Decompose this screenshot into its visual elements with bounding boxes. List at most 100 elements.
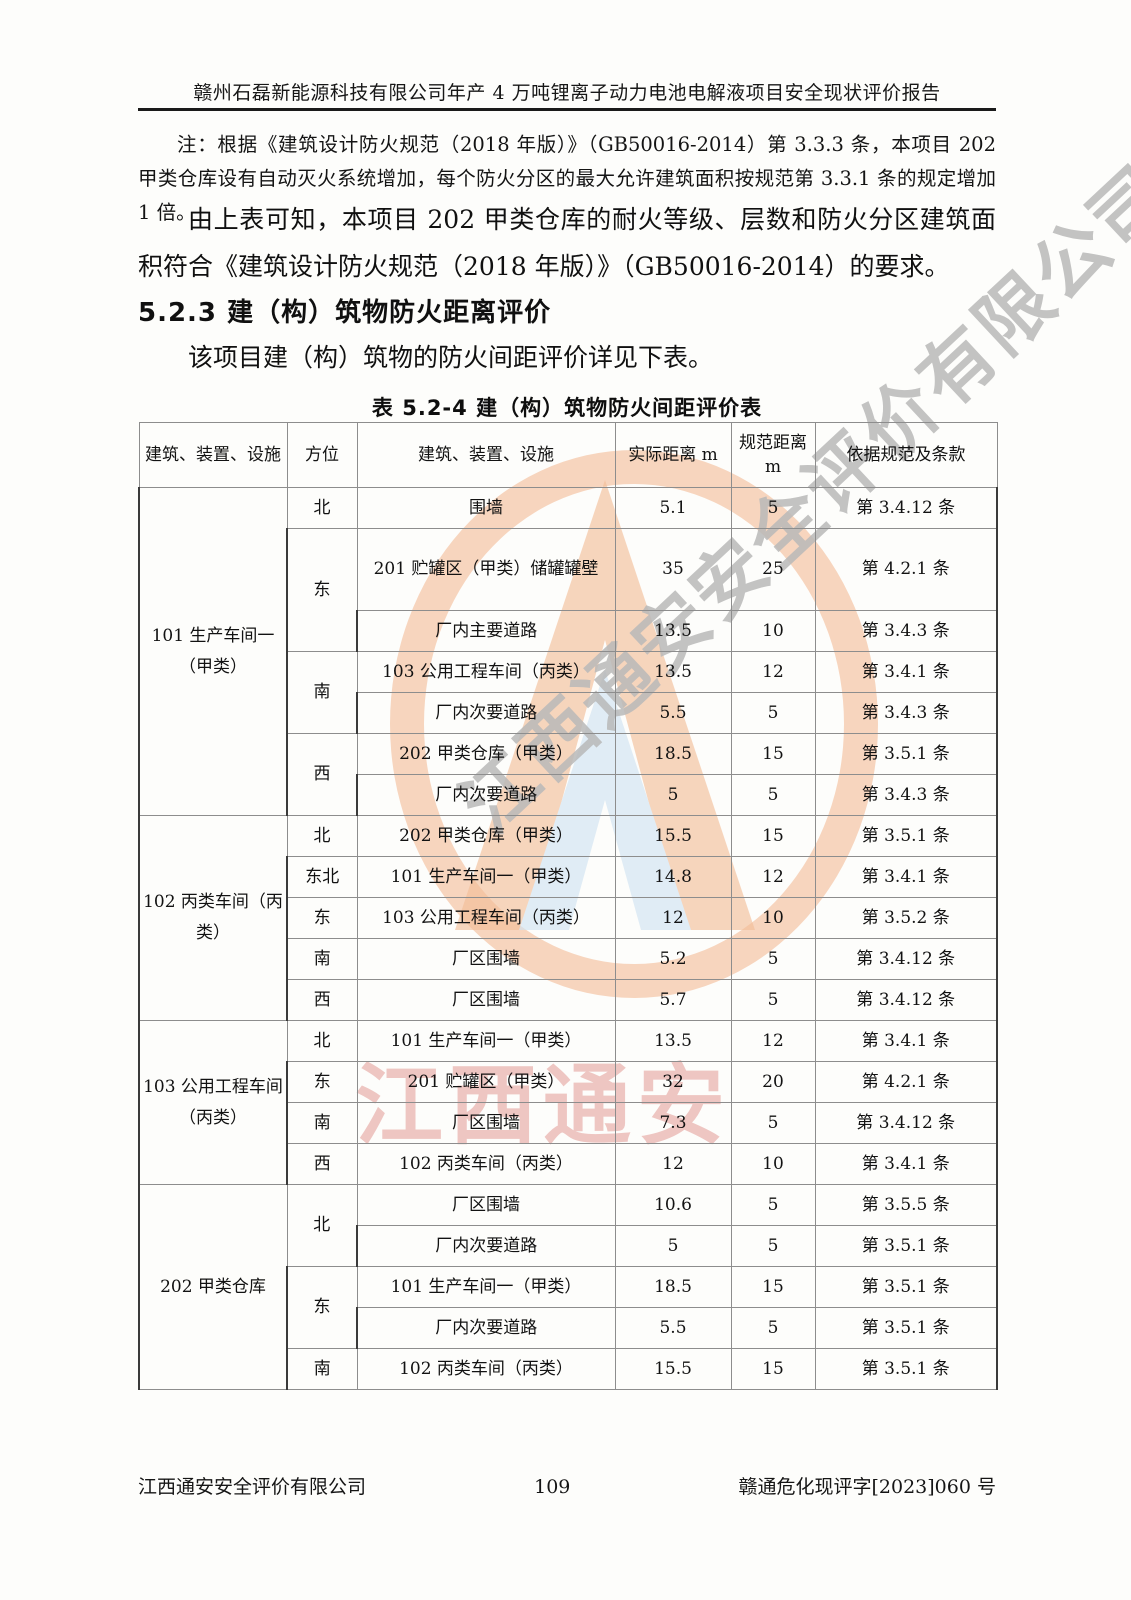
footer-company: 江西通安安全评价有限公司 (138, 1476, 367, 1498)
col-header-subject: 建筑、装置、设施 (138, 422, 288, 488)
cell-standard-distance: 5 (730, 979, 816, 1021)
cell-basis: 第 3.5.1 条 (814, 1266, 998, 1308)
body-paragraph: 由上表可知，本项目 202 甲类仓库的耐火等级、层数和防火分区建筑面积符合《建筑… (138, 205, 996, 281)
cell-target: 102 丙类车间（丙类） (356, 1143, 616, 1185)
col-header-actual: 实际距离 m (614, 422, 732, 488)
cell-basis: 第 3.5.1 条 (814, 1348, 998, 1390)
table-row: 202 甲类仓库北厂区围墙 10.6 5 第 3.5.5 条 (138, 1184, 998, 1390)
cell-basis: 第 3.4.12 条 (814, 938, 998, 980)
cell-standard-distance: 10 (730, 610, 816, 652)
cell-basis: 第 3.4.12 条 (814, 487, 998, 529)
cell-direction: 西 (286, 1143, 358, 1185)
header-rule (138, 108, 996, 111)
cell-basis: 第 3.5.1 条 (814, 733, 998, 775)
cell-standard-distance: 5 (730, 1307, 816, 1349)
cell-target: 102 丙类车间（丙类） (356, 1348, 616, 1390)
cell-direction: 西 (286, 733, 358, 816)
table-header-row: 建筑、装置、设施 方位 建筑、装置、设施 实际距离 m 规范距离 m 依据规范及… (138, 422, 998, 488)
cell-basis: 第 3.4.1 条 (814, 651, 998, 693)
table-row: 东 101 生产车间一（甲类） 18.5 15 第 3.5.1 条 (139, 1266, 998, 1349)
cell-actual-distance: 5 (614, 1225, 732, 1267)
cell-direction: 东 (286, 897, 358, 939)
cell-subject: 202 甲类仓库 (138, 1184, 288, 1390)
cell-basis: 第 3.4.12 条 (814, 979, 998, 1021)
cell-direction: 西 (286, 979, 358, 1021)
cell-basis: 第 3.4.1 条 (814, 856, 998, 898)
cell-target: 101 生产车间一（甲类） (356, 1266, 616, 1308)
cell-actual-distance: 18.5 (614, 1266, 732, 1308)
cell-target: 厂内次要道路 (356, 692, 616, 734)
cell-target: 围墙 (356, 487, 616, 529)
table-head: 建筑、装置、设施 方位 建筑、装置、设施 实际距离 m 规范距离 m 依据规范及… (138, 422, 998, 488)
cell-target: 厂区围墙 (356, 1102, 616, 1144)
cell-target: 201 贮罐区（甲类）储罐罐壁 (356, 528, 616, 611)
cell-target: 103 公用工程车间（丙类） (356, 897, 616, 939)
cell-standard-distance: 12 (730, 1020, 816, 1062)
cell-actual-distance: 5 (614, 774, 732, 816)
cell-actual-distance: 5.1 (614, 487, 732, 529)
cell-direction: 东 (286, 1266, 358, 1349)
cell-basis: 第 4.2.1 条 (814, 528, 998, 611)
cell-target: 201 贮罐区（甲类） (356, 1061, 616, 1103)
cell-actual-distance: 7.3 (614, 1102, 732, 1144)
col-header-standard: 规范距离 m (730, 422, 816, 488)
cell-subject: 102 丙类车间（丙类） (138, 815, 288, 1021)
cell-direction: 东 (286, 1061, 358, 1103)
cell-target: 厂区围墙 (356, 1184, 616, 1226)
cell-direction: 东 (286, 528, 358, 652)
fire-distance-table-wrapper: 建筑、装置、设施 方位 建筑、装置、设施 实际距离 m 规范距离 m 依据规范及… (138, 422, 998, 1390)
cell-actual-distance: 13.5 (614, 610, 732, 652)
cell-target: 202 甲类仓库（甲类） (356, 733, 616, 775)
cell-target: 103 公用工程车间（丙类） (356, 651, 616, 693)
footer-doc-number: 赣通危化现评字[2023]060 号 (738, 1476, 996, 1498)
cell-target: 厂区围墙 (356, 938, 616, 980)
fire-distance-table: 建筑、装置、设施 方位 建筑、装置、设施 实际距离 m 规范距离 m 依据规范及… (138, 422, 998, 1390)
cell-standard-distance: 5 (730, 1225, 816, 1267)
cell-direction: 北 (286, 1184, 358, 1267)
cell-standard-distance: 12 (730, 856, 816, 898)
cell-actual-distance: 5.7 (614, 979, 732, 1021)
cell-basis: 第 3.4.3 条 (814, 774, 998, 816)
cell-direction: 南 (286, 651, 358, 734)
table-row: 102 丙类车间（丙类）北 202 甲类仓库（甲类） 15.5 15 第 3.5.1 条 (138, 815, 998, 1021)
cell-standard-distance: 10 (730, 1143, 816, 1185)
cell-actual-distance: 13.5 (614, 1020, 732, 1062)
col-header-direction: 方位 (286, 422, 358, 488)
cell-standard-distance: 5 (730, 487, 816, 529)
cell-actual-distance: 15.5 (614, 815, 732, 857)
cell-direction: 东北 (286, 856, 358, 898)
table-row: 厂内次要道路 5.5 5 第 3.5.1 条 (139, 1307, 998, 1349)
cell-standard-distance: 15 (730, 1266, 816, 1308)
cell-actual-distance: 5.2 (614, 938, 732, 980)
cell-direction: 南 (286, 1348, 358, 1390)
cell-basis: 第 4.2.1 条 (814, 1061, 998, 1103)
cell-target: 101 生产车间一（甲类） (356, 856, 616, 898)
table-row: 厂内次要道路 5 5 第 3.5.1 条 (139, 1225, 998, 1267)
cell-subject: 103 公用工程车间（丙类） (138, 1020, 288, 1185)
cell-actual-distance: 18.5 (614, 733, 732, 775)
cell-target: 厂内主要道路 (356, 610, 616, 652)
cell-standard-distance: 5 (730, 692, 816, 734)
section-heading: 5.2.3 建（构）筑物防火距离评价 (138, 298, 552, 328)
cell-standard-distance: 15 (730, 733, 816, 775)
cell-actual-distance: 12 (614, 1143, 732, 1185)
cell-actual-distance: 10.6 (614, 1184, 732, 1226)
table-row: 南 102 丙类车间（丙类） 15.5 15 第 3.5.1 条 (139, 1348, 998, 1390)
cell-target: 202 甲类仓库（甲类） (356, 815, 616, 857)
cell-standard-distance: 5 (730, 1184, 816, 1226)
cell-basis: 第 3.5.2 条 (814, 897, 998, 939)
cell-actual-distance: 14.8 (614, 856, 732, 898)
cell-direction: 北 (286, 487, 358, 529)
lead-paragraph: 该项目建（构）筑物的防火间距评价详见下表。 (188, 343, 714, 372)
cell-direction: 南 (286, 1102, 358, 1144)
table-row: 东 201 贮罐区（甲类） 32 20 第 4.2.1 条 (139, 1061, 998, 1103)
cell-actual-distance: 5.5 (614, 1307, 732, 1349)
cell-basis: 第 3.5.1 条 (814, 815, 998, 857)
cell-direction: 南 (286, 938, 358, 980)
cell-basis: 第 3.4.3 条 (814, 610, 998, 652)
cell-standard-distance: 15 (730, 815, 816, 857)
cell-target: 厂内次要道路 (356, 1225, 616, 1267)
table-row: 103 公用工程车间（丙类）北 101 生产车间一（甲类） 13.5 12 第 3.4.… (138, 1020, 998, 1185)
cell-standard-distance: 12 (730, 651, 816, 693)
